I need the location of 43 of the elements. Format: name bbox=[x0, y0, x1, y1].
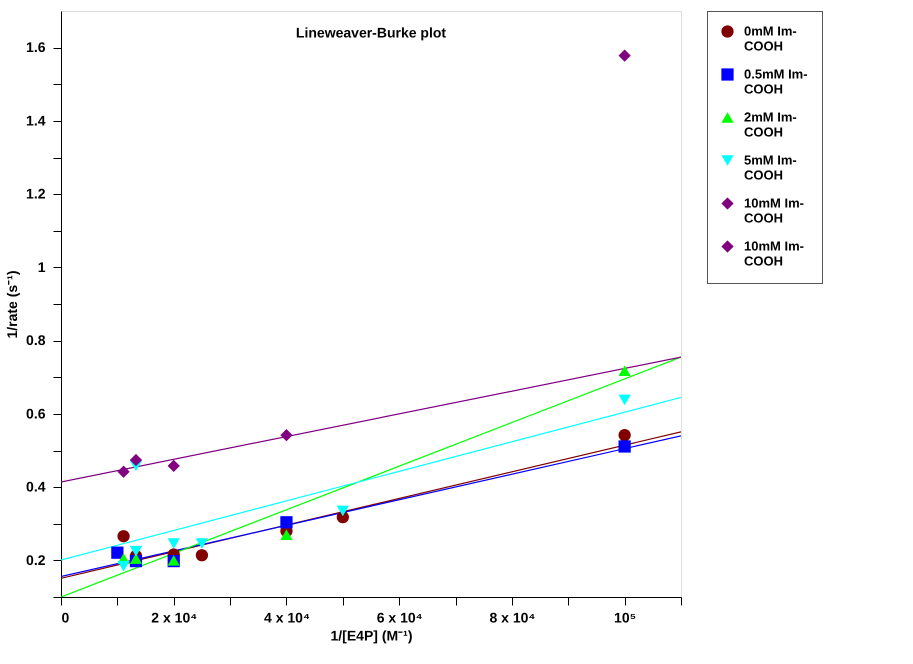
legend-label: 10mM Im-COOH bbox=[744, 196, 804, 226]
y-tick-label: 0.8 bbox=[26, 332, 46, 348]
y-tick-label: 0.4 bbox=[26, 478, 46, 495]
text: Lineweaver-Burke plot bbox=[296, 24, 446, 40]
point bbox=[280, 529, 293, 540]
point bbox=[618, 50, 631, 62]
point bbox=[280, 516, 293, 528]
y-axis-title: 1/rate (s⁻¹) bbox=[4, 270, 20, 339]
x-tick-label: 4 x 10⁴ bbox=[264, 610, 310, 626]
y-tick-label: 1.2 bbox=[26, 186, 46, 202]
point bbox=[618, 440, 631, 453]
x-tick-label: 10⁵ bbox=[614, 610, 636, 626]
point bbox=[117, 466, 130, 478]
point bbox=[618, 394, 631, 406]
y-tick-label: 0.2 bbox=[26, 552, 46, 568]
legend-label: 0mM Im-COOH bbox=[744, 24, 797, 54]
legend-label: 0.5mM Im-COOH bbox=[744, 66, 808, 96]
point bbox=[196, 538, 208, 549]
y-tick-label: 1.4 bbox=[26, 112, 46, 128]
point bbox=[618, 365, 631, 376]
point bbox=[196, 549, 208, 562]
y-tick-label: 1.6 bbox=[26, 39, 46, 56]
point bbox=[117, 530, 130, 542]
y-tick-label: 1 bbox=[38, 258, 46, 275]
point bbox=[130, 454, 142, 466]
legend-label: 5mM Im-COOH bbox=[744, 152, 797, 182]
point bbox=[168, 460, 180, 472]
point bbox=[280, 428, 293, 442]
point bbox=[130, 546, 142, 557]
x-tick-label: 2 x 10⁴ bbox=[151, 610, 198, 626]
point bbox=[618, 429, 631, 442]
point bbox=[336, 506, 349, 516]
point bbox=[111, 546, 124, 559]
point bbox=[117, 560, 130, 572]
legend-label: 10mM Im-COOH bbox=[744, 238, 804, 268]
legend-label: 2mM Im-COOH bbox=[744, 110, 797, 140]
point bbox=[130, 553, 142, 564]
x-tick-label: 0 bbox=[62, 610, 70, 626]
x-tick-label: 6 x 10⁴ bbox=[376, 610, 423, 626]
point bbox=[168, 538, 180, 549]
y-tick-label: 0.6 bbox=[26, 405, 46, 422]
x-tick-label: 8 x 10⁴ bbox=[489, 610, 536, 626]
x-axis-title: 1/[E4P] (M⁻¹) bbox=[330, 628, 412, 644]
